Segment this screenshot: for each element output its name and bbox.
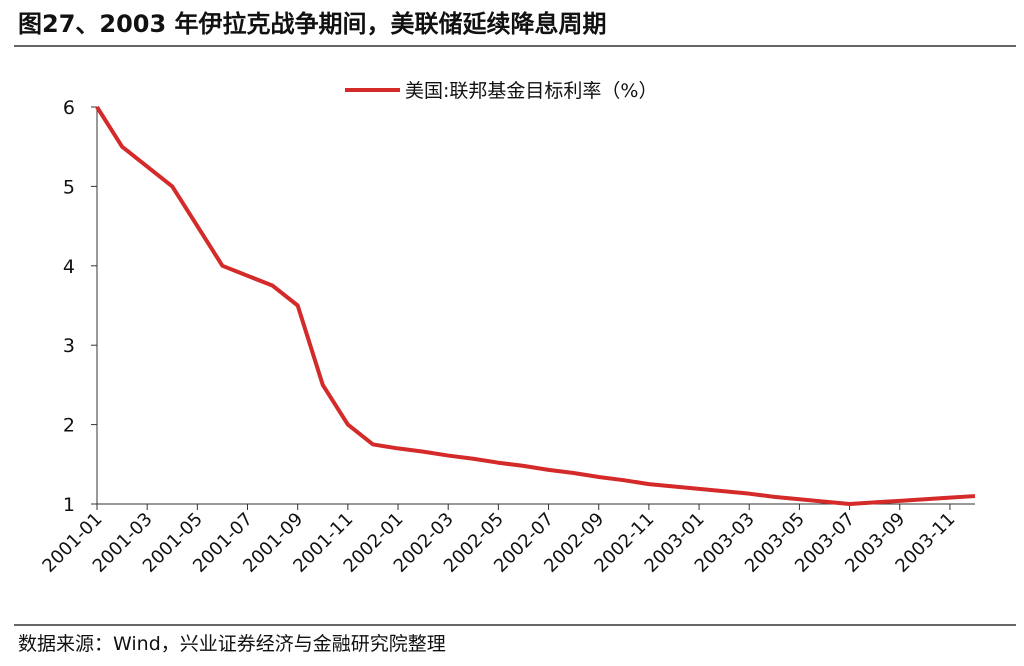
- line-series: [95, 105, 976, 506]
- y-tick-label: 2: [63, 415, 75, 437]
- y-tick-label: 1: [63, 494, 75, 516]
- source-note: 数据来源：Wind，兴业证券经济与金融研究院整理: [18, 633, 446, 655]
- y-tick-label: 6: [63, 97, 75, 119]
- y-tick-label: 5: [63, 176, 75, 198]
- legend-label: 美国:联邦基金目标利率（%）: [405, 80, 657, 102]
- chart-title: 图27、2003 年伊拉克战争期间，美联储延续降息周期: [18, 10, 607, 38]
- y-tick-label: 3: [63, 335, 75, 357]
- y-tick-label: 4: [63, 256, 75, 278]
